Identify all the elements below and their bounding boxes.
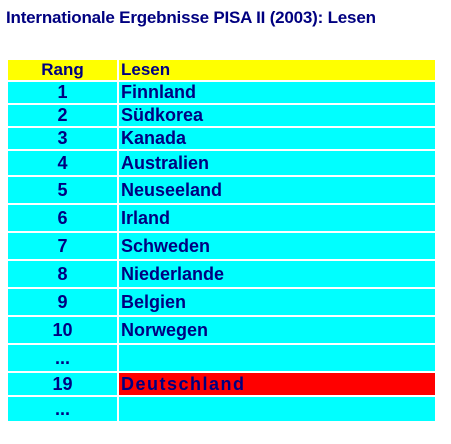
ranking-table: Rang Lesen 1 Finnland 2 Südkorea 3 Kanad… bbox=[6, 58, 437, 423]
country-cell-highlighted: Deutschland bbox=[119, 373, 435, 395]
rank-cell: 2 bbox=[8, 105, 117, 126]
table-row: 7 Schweden bbox=[8, 233, 435, 259]
rank-cell: 1 bbox=[8, 82, 117, 103]
table-row: 5 Neuseeland bbox=[8, 177, 435, 203]
table-row: 4 Australien bbox=[8, 151, 435, 175]
country-cell: Belgien bbox=[119, 289, 435, 315]
country-cell bbox=[119, 345, 435, 371]
table-row: 9 Belgien bbox=[8, 289, 435, 315]
rank-cell: 10 bbox=[8, 317, 117, 343]
rank-cell: 19 bbox=[8, 373, 117, 395]
table-row: 8 Niederlande bbox=[8, 261, 435, 287]
page-title: Internationale Ergebnisse PISA II (2003)… bbox=[6, 8, 376, 27]
country-cell: Australien bbox=[119, 151, 435, 175]
rank-cell: ... bbox=[8, 345, 117, 371]
country-cell: Norwegen bbox=[119, 317, 435, 343]
rank-cell: 6 bbox=[8, 205, 117, 231]
country-cell: Finnland bbox=[119, 82, 435, 103]
table-row-ellipsis: ... bbox=[8, 345, 435, 371]
table-row-ellipsis: ... bbox=[8, 397, 435, 421]
table-row: 6 Irland bbox=[8, 205, 435, 231]
rank-cell: 5 bbox=[8, 177, 117, 203]
table-row: 3 Kanada bbox=[8, 128, 435, 149]
table-row: 2 Südkorea bbox=[8, 105, 435, 126]
table-row: 10 Norwegen bbox=[8, 317, 435, 343]
rank-cell: 8 bbox=[8, 261, 117, 287]
rank-cell: 4 bbox=[8, 151, 117, 175]
table-row-highlighted: 19 Deutschland bbox=[8, 373, 435, 395]
country-cell: Niederlande bbox=[119, 261, 435, 287]
table-header-row: Rang Lesen bbox=[8, 60, 435, 80]
rank-cell: 7 bbox=[8, 233, 117, 259]
rank-cell: ... bbox=[8, 397, 117, 421]
header-country: Lesen bbox=[119, 60, 435, 80]
country-cell: Kanada bbox=[119, 128, 435, 149]
country-cell: Schweden bbox=[119, 233, 435, 259]
country-cell bbox=[119, 397, 435, 421]
country-cell: Neuseeland bbox=[119, 177, 435, 203]
country-cell: Südkorea bbox=[119, 105, 435, 126]
rank-cell: 9 bbox=[8, 289, 117, 315]
header-rank: Rang bbox=[8, 60, 117, 80]
table-row: 1 Finnland bbox=[8, 82, 435, 103]
rank-cell: 3 bbox=[8, 128, 117, 149]
country-cell: Irland bbox=[119, 205, 435, 231]
